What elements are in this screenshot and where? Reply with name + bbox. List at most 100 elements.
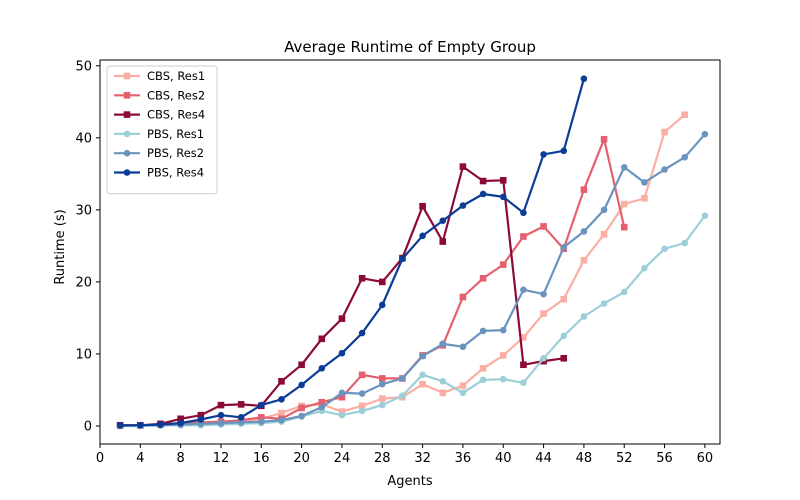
- data-point: [661, 166, 668, 173]
- data-point: [298, 412, 305, 420]
- data-point: [278, 416, 285, 424]
- data-point: [157, 421, 164, 428]
- plot-area: [99, 59, 721, 445]
- data-point: [479, 190, 487, 198]
- data-point: [641, 195, 648, 202]
- data-point: [600, 300, 608, 307]
- x-tick-label: 44: [535, 451, 552, 466]
- legend-item: CBS, Res4: [114, 108, 205, 122]
- y-tick-label: 30: [75, 203, 92, 218]
- data-point: [540, 354, 547, 362]
- data-point: [439, 378, 447, 385]
- data-point: [137, 421, 144, 429]
- series-line: [120, 165, 564, 427]
- data-point: [479, 177, 487, 185]
- data-point: [378, 301, 386, 309]
- data-point: [520, 233, 527, 240]
- data-point: [499, 193, 507, 201]
- data-point: [459, 163, 467, 170]
- y-tick-label: 20: [75, 275, 92, 290]
- data-point: [177, 419, 184, 427]
- plot-frame: [99, 59, 721, 445]
- data-point: [540, 290, 547, 298]
- data-point: [318, 365, 326, 372]
- series-line: [120, 133, 706, 428]
- legend-label: PBS, Res2: [147, 146, 204, 160]
- legend-label: CBS, Res2: [147, 88, 205, 102]
- data-point: [499, 326, 507, 334]
- data-point: [338, 411, 346, 419]
- x-tick-label: 28: [374, 451, 391, 466]
- data-point: [661, 128, 668, 136]
- data-point: [580, 75, 588, 83]
- series-pbs-res1: [116, 212, 709, 430]
- legend: CBS, Res1 CBS, Res2 CBS, Res4 PBS, Res1 PBS,…: [106, 65, 218, 195]
- data-point: [399, 255, 406, 263]
- series-line: [120, 214, 706, 428]
- data-point: [681, 239, 689, 247]
- data-point: [560, 244, 568, 251]
- data-point: [318, 335, 326, 343]
- data-point: [177, 415, 184, 423]
- series-pbs-res2: [116, 130, 709, 430]
- x-tick-label: 20: [293, 451, 310, 466]
- data-point: [338, 389, 346, 397]
- data-point: [459, 343, 467, 351]
- data-point: [338, 315, 346, 322]
- data-point: [358, 390, 366, 397]
- data-point: [459, 293, 467, 301]
- x-axis-label: Agents: [387, 474, 432, 489]
- data-point: [419, 352, 426, 360]
- data-point: [439, 238, 447, 245]
- data-point: [278, 409, 285, 417]
- data-point: [620, 164, 628, 171]
- y-axis-label: Runtime (s): [53, 209, 68, 284]
- data-point: [399, 392, 406, 400]
- data-point: [237, 414, 245, 421]
- data-point: [298, 361, 305, 369]
- data-point: [378, 278, 386, 286]
- data-point: [540, 223, 547, 230]
- data-point: [237, 419, 245, 426]
- data-point: [378, 380, 386, 388]
- data-point: [217, 411, 225, 419]
- data-point: [258, 414, 265, 421]
- data-point: [620, 288, 628, 296]
- data-point: [681, 111, 689, 119]
- data-point: [217, 401, 225, 409]
- x-tick-label: 60: [697, 451, 714, 466]
- data-point: [338, 349, 346, 357]
- x-tick-label: 12: [213, 451, 230, 466]
- data-point: [258, 401, 265, 409]
- data-point: [378, 401, 386, 409]
- data-point: [298, 381, 305, 389]
- data-point: [378, 395, 386, 402]
- x-tick-label: 36: [455, 451, 472, 466]
- data-point: [600, 206, 608, 214]
- data-point: [520, 379, 527, 387]
- data-point: [620, 223, 628, 231]
- data-point: [479, 274, 487, 282]
- legend-label: PBS, Res4: [147, 166, 204, 180]
- x-axis: 0 4 8 12 16 20 24 28 32 36 40 44 48 52 56 60: [96, 444, 713, 466]
- data-point: [459, 382, 467, 389]
- data-point: [358, 329, 366, 337]
- x-tick-label: 24: [334, 451, 351, 466]
- y-tick-label: 40: [75, 131, 92, 146]
- x-tick-label: 52: [616, 451, 633, 466]
- data-point: [499, 375, 507, 383]
- data-point: [338, 408, 346, 415]
- data-point: [560, 295, 568, 303]
- legend-marker: [123, 92, 131, 99]
- legend-marker: [123, 169, 131, 176]
- data-point: [600, 135, 608, 143]
- data-point: [338, 393, 346, 401]
- data-point: [378, 375, 386, 382]
- data-point: [520, 334, 527, 341]
- data-point: [520, 286, 527, 294]
- data-point: [439, 389, 447, 397]
- data-point: [520, 361, 527, 369]
- legend-marker: [123, 130, 131, 138]
- data-point: [641, 264, 648, 272]
- data-point: [580, 256, 588, 264]
